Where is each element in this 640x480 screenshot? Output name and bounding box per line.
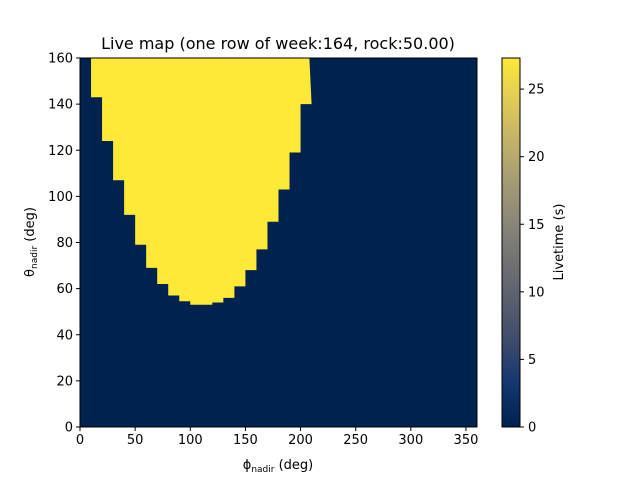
y-tick-label: 20 [56, 374, 73, 389]
y-axis-label: θnadir (deg) [23, 207, 40, 277]
chart-title: Live map (one row of week:164, rock:50.0… [101, 34, 455, 53]
y-tick-label: 140 [48, 98, 73, 113]
colorbar-tick-label: 0 [528, 421, 536, 436]
colorbar: 0 5 10 15 20 25 Livetime (s) [501, 57, 567, 436]
colorbar-frame [501, 57, 521, 428]
colorbar-gradient [502, 58, 520, 427]
x-tick-label: 200 [288, 433, 313, 448]
colorbar-label: Livetime (s) [552, 204, 567, 281]
x-tick-label: 300 [398, 433, 423, 448]
y-tick-label: 60 [56, 282, 73, 297]
y-tick-label: 0 [65, 421, 73, 436]
y-axis-ticks: 0 20 40 60 80 100 120 140 160 [48, 52, 80, 436]
colorbar-tick-label: 5 [528, 353, 536, 368]
colorbar-tick-label: 25 [528, 83, 545, 98]
colorbar-tick-label: 15 [528, 218, 545, 233]
y-tick-label: 80 [56, 236, 73, 251]
x-axis-label: ϕnadir (deg) [243, 458, 314, 475]
y-tick-label: 120 [48, 144, 73, 159]
colorbar-ticks: 0 5 10 15 20 25 [520, 83, 545, 436]
livetime-region [80, 58, 321, 305]
colorbar-tick-label: 10 [528, 285, 545, 300]
x-tick-label: 150 [233, 433, 258, 448]
x-tick-label: 0 [76, 433, 84, 448]
y-tick-label: 100 [48, 190, 73, 205]
x-tick-label: 50 [127, 433, 144, 448]
x-tick-label: 250 [343, 433, 368, 448]
colorbar-tick-label: 20 [528, 150, 545, 165]
y-tick-label: 160 [48, 52, 73, 67]
x-tick-label: 350 [454, 433, 479, 448]
plot-area [79, 57, 478, 428]
x-tick-label: 100 [178, 433, 203, 448]
x-axis-ticks: 0 50 100 150 200 250 300 350 [76, 427, 479, 448]
y-tick-label: 40 [56, 328, 73, 343]
